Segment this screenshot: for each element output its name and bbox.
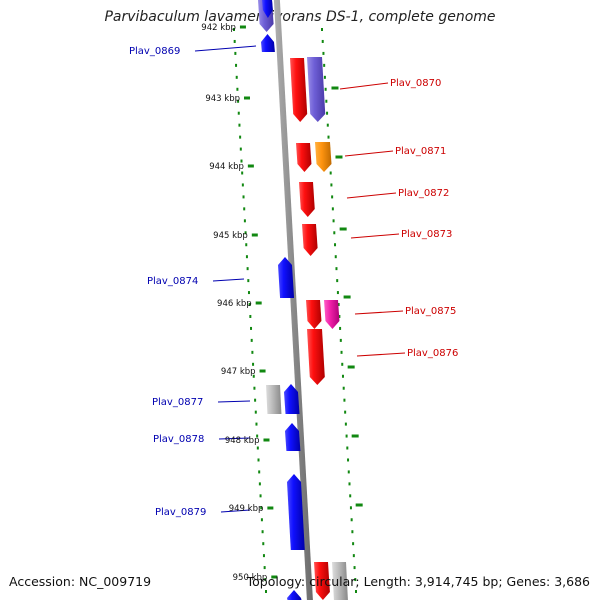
leader-line-plav-0879 <box>220 509 251 513</box>
partial-gene-bottom-red[interactable] <box>314 562 330 600</box>
gene-label-plav-0871[interactable]: Plav_0871 <box>395 146 446 157</box>
gene-arrow-plav-0874[interactable] <box>278 257 295 298</box>
kbp-tick-label: 943 kbp <box>205 94 240 104</box>
gene-label-plav-0873[interactable]: Plav_0873 <box>401 229 452 240</box>
right-guide-dots <box>321 28 357 593</box>
kbp-tick-mark <box>267 506 274 510</box>
minor-tick-mark <box>355 503 363 507</box>
kbp-layer: 942 kbp 943 kbp 944 kbp 945 kbp 946 kbp 947 k… <box>201 23 267 583</box>
genome-backbone <box>273 0 313 600</box>
kbp-tick-label: 945 kbp <box>213 231 248 241</box>
gene-box-gray[interactable] <box>266 385 282 414</box>
kbp-tick-mark <box>251 233 258 237</box>
gene-arrow-plav-0878[interactable] <box>285 423 301 451</box>
left-guide-dots <box>233 28 267 593</box>
tick-layer <box>239 25 363 579</box>
gene-arrow-plav-0870[interactable] <box>290 58 308 122</box>
backbone-layer <box>273 0 313 600</box>
kbp-tick-label: 949 kbp <box>229 504 264 514</box>
leader-line-plav-0871 <box>344 150 394 157</box>
label-layer: Plav_0869 Plav_0870 Plav_0871 Plav_0872 Plav… <box>129 45 458 518</box>
leader-line-plav-0873 <box>350 233 400 239</box>
gene-label-plav-0879[interactable]: Plav_0879 <box>155 507 206 518</box>
partial-gene-bottom-blue[interactable] <box>287 590 302 600</box>
gene-arrow-plav-0877[interactable] <box>284 384 300 414</box>
gene-label-plav-0876[interactable]: Plav_0876 <box>407 348 458 359</box>
partial-gene-bottom-gray[interactable] <box>332 562 348 600</box>
kbp-tick-label: 948 kbp <box>225 436 260 446</box>
map-title: Parvibaculum lavamentivorans DS-1, compl… <box>104 9 496 25</box>
minor-tick-mark <box>347 365 355 369</box>
leader-line-plav-0870 <box>339 82 389 90</box>
gene-arrow-plav-0879[interactable] <box>287 474 305 550</box>
partial-gene-top-blue[interactable] <box>262 0 273 18</box>
gene-label-plav-0878[interactable]: Plav_0878 <box>153 434 204 445</box>
gene-arrow-plav-0872[interactable] <box>299 182 315 217</box>
gene-arrow-plav-0869[interactable] <box>261 34 275 52</box>
gene-arrow-plav-0873[interactable] <box>302 224 318 256</box>
leader-line-plav-0872 <box>346 192 397 199</box>
gene-label-plav-0870[interactable]: Plav_0870 <box>390 78 441 89</box>
kbp-tick-mark <box>271 575 278 579</box>
minor-tick-mark <box>331 86 339 90</box>
gene-label-plav-0875[interactable]: Plav_0875 <box>405 306 456 317</box>
kbp-tick-mark <box>263 438 270 442</box>
leader-line-plav-0874 <box>212 278 245 282</box>
kbp-tick-label: 947 kbp <box>221 367 256 377</box>
kbp-tick-mark <box>239 25 246 29</box>
gene-label-plav-0869[interactable]: Plav_0869 <box>129 46 180 57</box>
kbp-tick-mark <box>243 96 250 100</box>
leader-line-plav-0877 <box>217 400 251 403</box>
kbp-tick-label: 950 kbp <box>233 573 268 583</box>
minor-tick-mark <box>343 295 351 299</box>
gene-arrow-magenta[interactable] <box>324 300 340 329</box>
minor-tick-mark <box>339 227 347 231</box>
kbp-tick-mark <box>255 301 262 305</box>
dotted-guides <box>233 28 357 593</box>
gene-arrow-plav-0875[interactable] <box>306 300 322 329</box>
gene-label-plav-0874[interactable]: Plav_0874 <box>147 276 198 287</box>
minor-tick-mark <box>351 434 359 438</box>
gene-arrow-plav-0871[interactable] <box>296 143 312 172</box>
kbp-tick-label: 942 kbp <box>201 23 236 33</box>
gene-arrow-purple[interactable] <box>307 57 326 122</box>
leader-line-plav-0876 <box>356 352 406 357</box>
leader-line-plav-0875 <box>354 310 404 315</box>
leader-line-plav-0869 <box>194 45 257 52</box>
gene-layer <box>258 0 348 600</box>
gene-arrow-plav-0876[interactable] <box>307 329 325 385</box>
kbp-tick-mark <box>247 164 254 168</box>
gene-label-plav-0877[interactable]: Plav_0877 <box>152 397 203 408</box>
leader-line-plav-0878 <box>218 437 251 440</box>
accession-text: Accession: NC_009719 <box>9 574 152 589</box>
kbp-tick-mark <box>259 369 266 373</box>
kbp-tick-label: 946 kbp <box>217 299 252 309</box>
topology-text: Topology: circular; Length: 3,914,745 bp… <box>246 574 590 589</box>
gene-label-plav-0872[interactable]: Plav_0872 <box>398 188 449 199</box>
kbp-tick-label: 944 kbp <box>209 162 244 172</box>
gene-arrow-orange[interactable] <box>315 142 332 172</box>
minor-tick-mark <box>335 155 343 159</box>
